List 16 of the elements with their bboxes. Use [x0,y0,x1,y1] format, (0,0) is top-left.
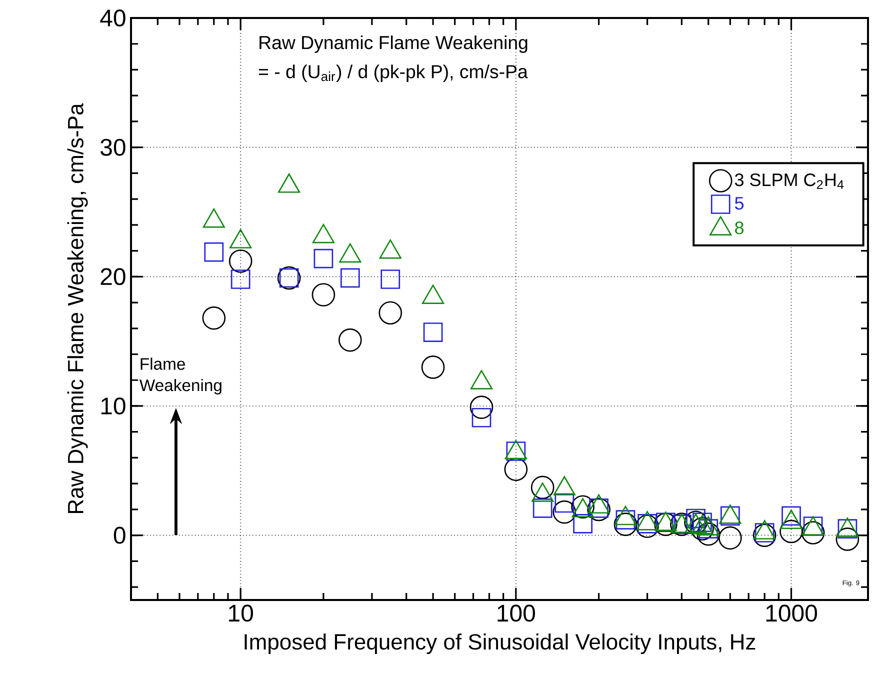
x-tick-label: 1000 [766,604,818,622]
y-tick-label: 0 [114,526,126,544]
legend-label: 5 [734,197,744,210]
legend-label: 8 [735,222,744,234]
x-tick-label: 10 [229,604,253,622]
y-tick-label: 30 [100,138,126,156]
annotation: Raw Dynamic Flame Weakening [260,35,528,53]
annotation: Flame Weakening [139,358,222,394]
y-axis-title: Raw Dynamic Flame Weakening, cm/s-Pa [67,103,88,513]
annotation: = - d (U$_{air}$) / d (pk-pk P), cm/s-Pa [258,64,528,82]
x-tick-label: 100 [498,604,536,622]
y-tick-label: 40 [100,9,126,26]
y-tick-label: 20 [100,268,126,286]
x-axis-title: Imposed Frequency of Sinusoidal Velocity Inputs, Hz [244,634,756,654]
legend-label: 3 SLPM C$_{2}$H$_{4}$ [734,173,844,189]
y-tick-label: 10 [101,397,126,414]
